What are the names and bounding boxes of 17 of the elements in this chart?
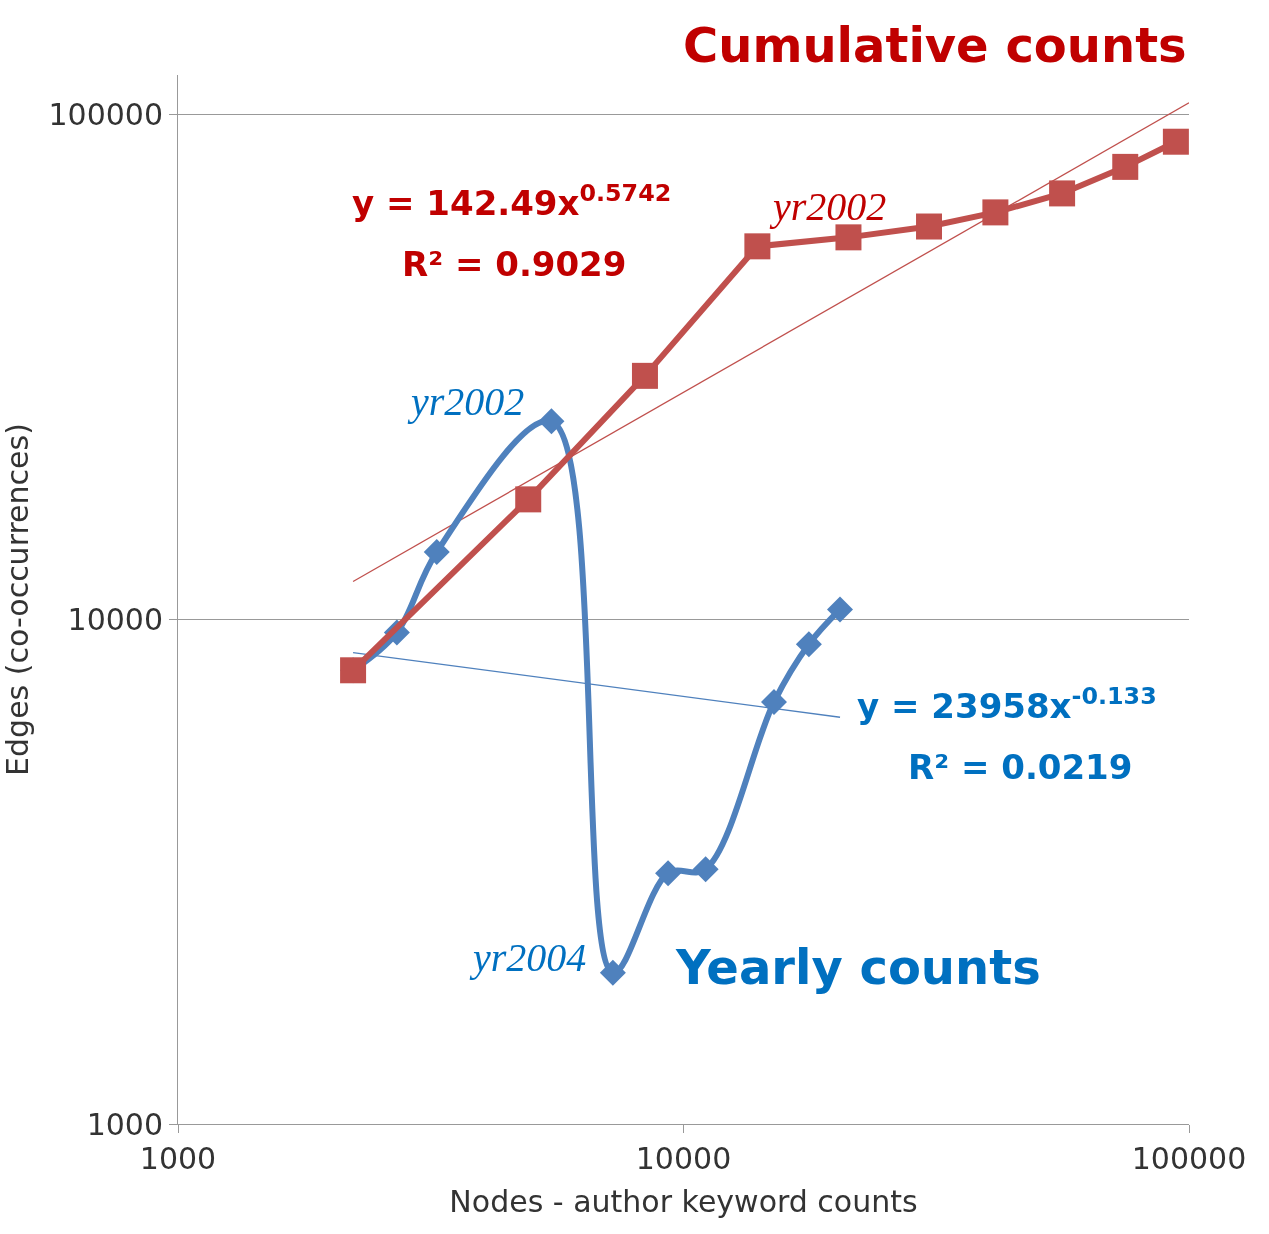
- y-tick-label: 100000: [48, 97, 163, 133]
- annotation: R² = 0.9029: [402, 244, 627, 284]
- x-tick-label: 100000: [1131, 1141, 1247, 1176]
- annotation: yr2002: [407, 379, 525, 424]
- x-tick-label: 1000: [139, 1141, 217, 1176]
- y-tick-label: 10000: [67, 601, 163, 637]
- x-axis-title: Nodes - author keyword counts: [449, 1183, 918, 1219]
- x-tick-label: 10000: [635, 1141, 732, 1176]
- y-axis-title: Edges (co-occurrences): [0, 423, 35, 776]
- annotation: y = 23958x$^{-0.133}$: [857, 682, 1157, 727]
- text: Cumulative counts: [683, 17, 1187, 73]
- annotation: yr2004: [469, 935, 587, 980]
- y-tick-label: 1000: [86, 1106, 163, 1142]
- annotation: yr2002: [769, 184, 887, 229]
- annotation: Yearly counts: [675, 939, 1041, 995]
- annotation: R² = 0.0219: [908, 747, 1133, 787]
- annotation: y = 142.49x$^{0.5742}$: [352, 179, 672, 224]
